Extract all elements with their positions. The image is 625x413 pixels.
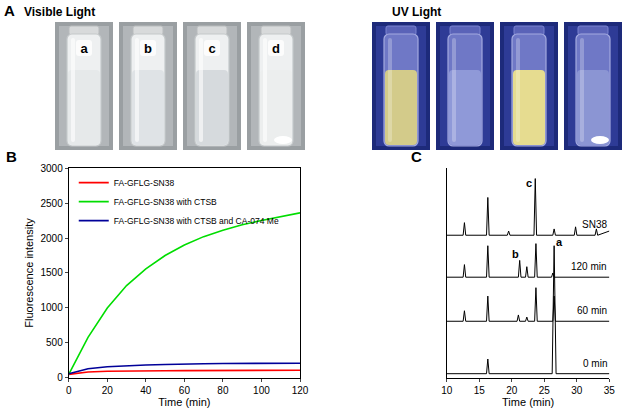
svg-text:20: 20 bbox=[102, 385, 114, 396]
svg-text:FA-GFLG-SN38 with CTSB: FA-GFLG-SN38 with CTSB bbox=[114, 197, 217, 207]
svg-text:0: 0 bbox=[57, 372, 63, 383]
svg-text:0 min: 0 min bbox=[583, 358, 607, 369]
svg-text:100: 100 bbox=[253, 385, 270, 396]
svg-text:FA-GFLG-SN38: FA-GFLG-SN38 bbox=[114, 178, 175, 188]
svg-text:20: 20 bbox=[506, 385, 518, 396]
svg-text:C: C bbox=[411, 148, 422, 165]
svg-text:3000: 3000 bbox=[41, 163, 64, 174]
svg-text:SN38: SN38 bbox=[582, 219, 607, 230]
svg-text:1000: 1000 bbox=[41, 302, 64, 313]
svg-text:2000: 2000 bbox=[41, 233, 64, 244]
svg-text:40: 40 bbox=[140, 385, 152, 396]
svg-text:1500: 1500 bbox=[41, 267, 64, 278]
svg-text:b: b bbox=[512, 248, 519, 260]
svg-text:Time (min): Time (min) bbox=[158, 396, 210, 408]
svg-text:60 min: 60 min bbox=[577, 305, 607, 316]
svg-text:Visible Light: Visible Light bbox=[24, 5, 95, 19]
svg-text:30: 30 bbox=[571, 385, 583, 396]
svg-text:80: 80 bbox=[217, 385, 229, 396]
svg-text:500: 500 bbox=[46, 337, 63, 348]
svg-text:0: 0 bbox=[66, 385, 72, 396]
svg-text:c: c bbox=[526, 177, 532, 189]
svg-text:A: A bbox=[4, 2, 15, 19]
svg-text:Fluorescence intensity: Fluorescence intensity bbox=[23, 218, 35, 328]
svg-text:B: B bbox=[6, 148, 17, 165]
svg-text:35: 35 bbox=[604, 385, 616, 396]
svg-text:c: c bbox=[208, 41, 215, 56]
svg-text:25: 25 bbox=[539, 385, 551, 396]
svg-text:10: 10 bbox=[441, 385, 453, 396]
svg-text:Time (min): Time (min) bbox=[502, 396, 554, 408]
svg-text:2500: 2500 bbox=[41, 198, 64, 209]
svg-text:d: d bbox=[272, 41, 280, 56]
svg-text:60: 60 bbox=[179, 385, 191, 396]
svg-text:a: a bbox=[556, 236, 563, 248]
svg-text:120: 120 bbox=[292, 385, 309, 396]
svg-text:FA-GFLG-SN38 with CTSB and CA-: FA-GFLG-SN38 with CTSB and CA-074 Me bbox=[114, 216, 279, 226]
svg-text:120 min: 120 min bbox=[571, 261, 607, 272]
svg-text:15: 15 bbox=[474, 385, 486, 396]
svg-text:UV Light: UV Light bbox=[392, 5, 441, 19]
svg-text:b: b bbox=[144, 41, 152, 56]
svg-text:a: a bbox=[80, 41, 88, 56]
